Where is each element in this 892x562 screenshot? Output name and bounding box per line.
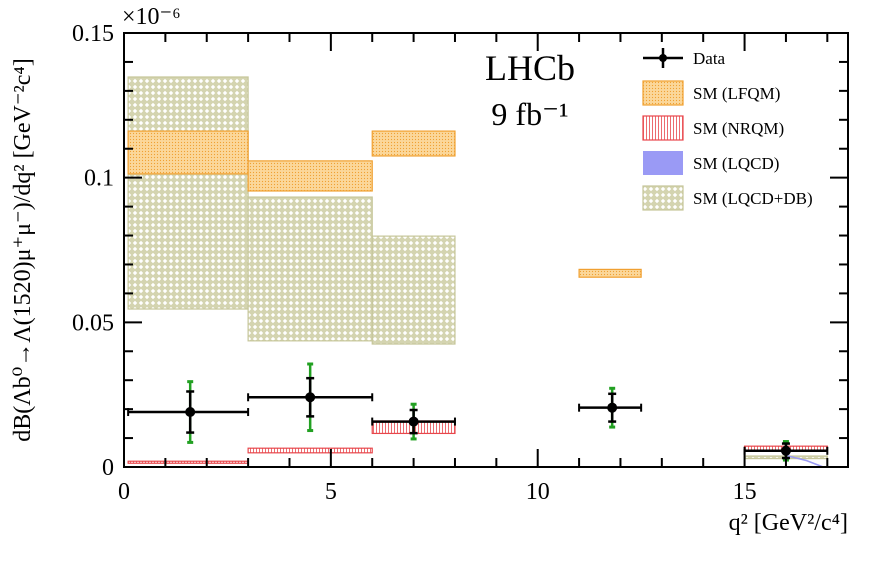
legend-item-nrqm: SM (NRQM): [642, 115, 784, 141]
y-tick-label: 0.05: [72, 310, 114, 336]
lqcddb-band-1: [247, 196, 373, 342]
legend-data-marker: [659, 54, 667, 62]
tick-labels: 0 5 10 15 0 0.05 0.1 0.15: [72, 21, 757, 505]
legend-item-lqcddb: SM (LQCD+DB): [642, 185, 813, 211]
y-tick-label: 0: [102, 455, 114, 481]
lqcddb-band-0: [127, 76, 249, 310]
x-tick-label: 10: [526, 479, 550, 505]
lfqm-band-1: [247, 160, 373, 192]
nrqm-band-1: [247, 447, 373, 454]
data-point-0: [127, 380, 250, 444]
legend-item-lfqm: SM (LFQM): [642, 80, 780, 106]
y-tick-label: 0.15: [72, 21, 114, 47]
lfqm-band-2: [371, 130, 456, 157]
lfqm-band-3: [578, 268, 642, 278]
data-marker: [305, 392, 316, 403]
legend-label: SM (NRQM): [693, 119, 784, 138]
nrqm-band-0: [127, 460, 249, 464]
legend-lqcd-swatch: [643, 151, 683, 175]
data-marker: [185, 407, 196, 418]
legend-label: SM (LFQM): [693, 84, 780, 103]
x-tick-label: 15: [733, 479, 757, 505]
data-point-3: [578, 386, 643, 429]
legend-item-lqcd: SM (LQCD): [643, 151, 779, 175]
data-point-1: [247, 362, 374, 433]
lqcd-curve: [785, 454, 824, 468]
legend-item-data: Data: [643, 48, 726, 68]
data-points: [127, 362, 829, 462]
legend-label: Data: [693, 49, 726, 68]
legend: Data SM (LFQM) SM (NRQM) SM (LQCD) SM (LQCD+…: [642, 48, 813, 211]
axis-ticks: [123, 32, 848, 468]
plot-frame: [123, 32, 849, 468]
data-marker: [408, 416, 419, 427]
experiment-label: LHCb: [485, 48, 575, 88]
y-multiplier: ×10⁻⁶: [122, 4, 181, 30]
luminosity-label: 9 fb⁻¹: [491, 96, 568, 132]
model-bands: [127, 76, 828, 468]
data-marker: [780, 445, 791, 456]
x-tick-label: 0: [118, 479, 130, 505]
y-axis-label: dB(Λb⁰→Λ(1520)μ⁺μ⁻)/dq² [GeV⁻²c⁴]: [10, 58, 36, 442]
lfqm-band-0: [127, 130, 249, 175]
legend-lqcddb-swatch: [642, 185, 684, 211]
x-tick-label: 5: [325, 479, 337, 505]
lqcddb-band-2: [371, 235, 456, 345]
y-tick-label: 0.1: [84, 166, 114, 192]
legend-label: SM (LQCD): [693, 154, 779, 173]
legend-label: SM (LQCD+DB): [693, 189, 813, 208]
data-marker: [607, 402, 618, 413]
legend-lfqm-swatch: [642, 80, 684, 106]
x-axis-label: q² [GeV²/c⁴]: [729, 510, 848, 536]
legend-nrqm-swatch: [642, 115, 684, 141]
data-point-2: [371, 402, 456, 441]
